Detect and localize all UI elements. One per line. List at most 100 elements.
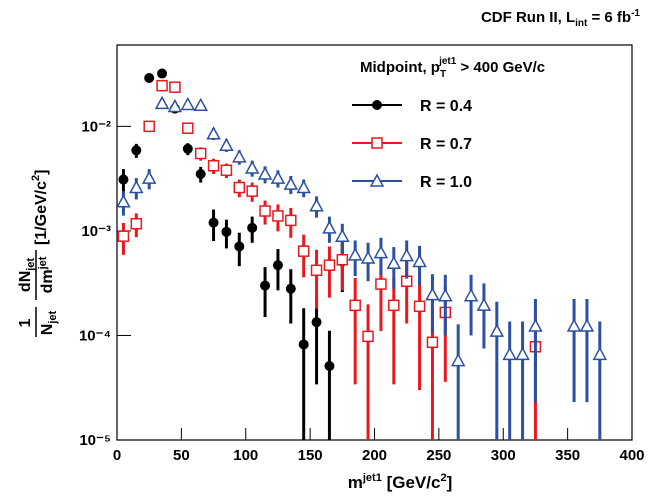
x-axis-label: mjet1 [GeV/c2] [348,472,452,492]
marker [257,166,273,180]
marker [219,137,234,151]
legend-marker [369,173,385,187]
marker [360,250,376,264]
marker [208,217,219,228]
marker [579,318,595,332]
legend-label: R = 1.0 [420,174,472,191]
x-tick-label: 50 [173,447,190,464]
marker [463,288,479,302]
marker [375,278,387,290]
marker [373,245,389,259]
y-tick-label: 10⁻² [81,118,111,135]
marker [272,210,284,222]
marker [476,297,492,311]
marker [515,346,530,361]
marker [413,300,426,313]
marker [285,214,297,227]
legend-title: Midpoint, pTjet1 > 400 GeV/c [360,56,545,80]
marker [195,169,206,180]
legend-marker [371,137,383,149]
marker [143,120,155,133]
marker [566,318,582,332]
marker [311,317,322,328]
x-tick-label: 100 [233,447,258,464]
marker [285,283,296,294]
marker [260,280,271,291]
marker [182,122,194,134]
marker [233,181,246,194]
marker [182,143,193,154]
marker [144,73,155,84]
marker [528,318,543,332]
marker [180,96,196,111]
marker [362,330,374,343]
marker [272,260,283,271]
y-label-unit: [1/GeV/c2] [30,170,50,245]
marker [283,176,299,190]
marker [347,247,363,261]
marker [169,81,181,93]
x-tick-label: 150 [298,447,323,464]
marker [141,170,157,184]
marker [117,194,131,208]
x-tick-label: 300 [491,447,516,464]
legend-label: R = 0.4 [420,98,472,115]
marker [450,353,466,367]
marker [156,79,168,92]
marker [246,185,258,197]
y-tick-label: 10⁻³ [81,223,111,240]
y-label-num1: 1 [17,318,34,327]
marker [118,174,129,185]
marker [221,226,232,237]
marker [323,259,336,271]
marker [310,264,323,277]
marker [502,346,517,361]
marker [426,336,439,349]
marker [324,361,335,372]
marker [298,339,309,350]
marker [244,160,260,174]
marker [489,323,505,337]
marker [388,299,400,312]
marker [194,147,207,160]
x-tick-label: 200 [362,447,387,464]
y-label-num2: dNjet [17,258,37,293]
marker [131,145,142,156]
marker [297,245,310,257]
marker [336,253,349,266]
x-tick-label: 0 [113,447,121,464]
marker [322,220,337,234]
plot-area [117,68,608,440]
y-axis-label: 1 Njet dNjet dmjet [1/GeV/c2] [17,170,59,337]
marker [207,159,220,172]
y-label-den1: Njet [39,310,59,335]
marker [206,126,221,140]
marker [129,179,144,194]
marker [386,255,402,270]
marker [270,170,286,184]
y-tick-label: 10⁻⁴ [79,327,111,344]
marker [296,179,311,194]
marker [309,198,324,212]
marker [412,253,427,268]
marker [167,98,183,113]
marker [117,230,130,242]
marker [232,149,247,163]
y-label-den2: dmjet [37,256,56,293]
marker [438,288,453,302]
marker [349,299,361,312]
marker [259,205,271,217]
marker [234,241,245,252]
marker [399,248,414,262]
x-tick-label: 400 [619,447,644,464]
y-tick-label: 10⁻⁵ [79,432,111,449]
marker [335,228,350,242]
marker [592,346,608,361]
x-tick-label: 350 [555,447,580,464]
x-tick-label: 250 [426,447,451,464]
marker [193,97,208,112]
marker [220,164,233,177]
legend-label: R = 0.7 [420,136,472,153]
marker [157,68,168,79]
